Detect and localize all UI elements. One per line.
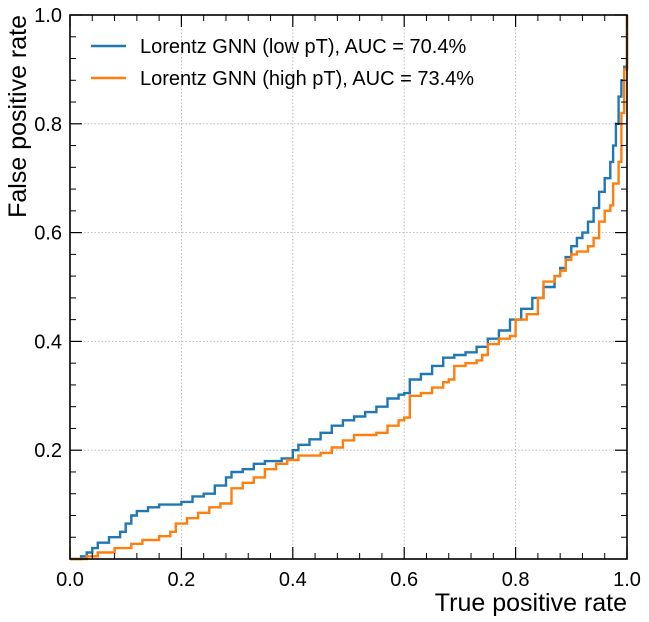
series-line-high-pt <box>70 15 629 561</box>
x-tick-label: 0.2 <box>167 569 195 591</box>
x-axis-title: True positive rate <box>435 589 627 617</box>
legend: Lorentz GNN (low pT), AUC = 70.4% Lorentz… <box>91 36 474 90</box>
legend-label: Lorentz GNN (low pT), AUC = 70.4% <box>140 36 466 58</box>
ticks: 0.0 0.2 0.4 0.6 0.8 1.0 0.2 0.4 0.6 0.8 1.0 <box>34 5 641 591</box>
x-tick-label: 0.6 <box>390 569 418 591</box>
y-tick-label: 0.2 <box>34 440 62 462</box>
plot-frame <box>69 14 628 560</box>
y-tick-label: 0.4 <box>34 331 62 353</box>
y-tick-label: 1.0 <box>34 5 62 27</box>
series-layer <box>70 15 629 561</box>
y-axis-title: False positive rate <box>4 15 32 218</box>
x-tick-label: 0.0 <box>56 569 84 591</box>
y-tick-label: 0.8 <box>34 114 62 136</box>
x-tick-label: 1.0 <box>613 569 641 591</box>
legend-label: Lorentz GNN (high pT), AUC = 73.4% <box>140 68 474 90</box>
x-tick-label: 0.4 <box>279 569 307 591</box>
x-tick-label: 0.8 <box>502 569 530 591</box>
series-line-low-pt <box>70 15 629 561</box>
y-tick-label: 0.6 <box>34 223 62 245</box>
